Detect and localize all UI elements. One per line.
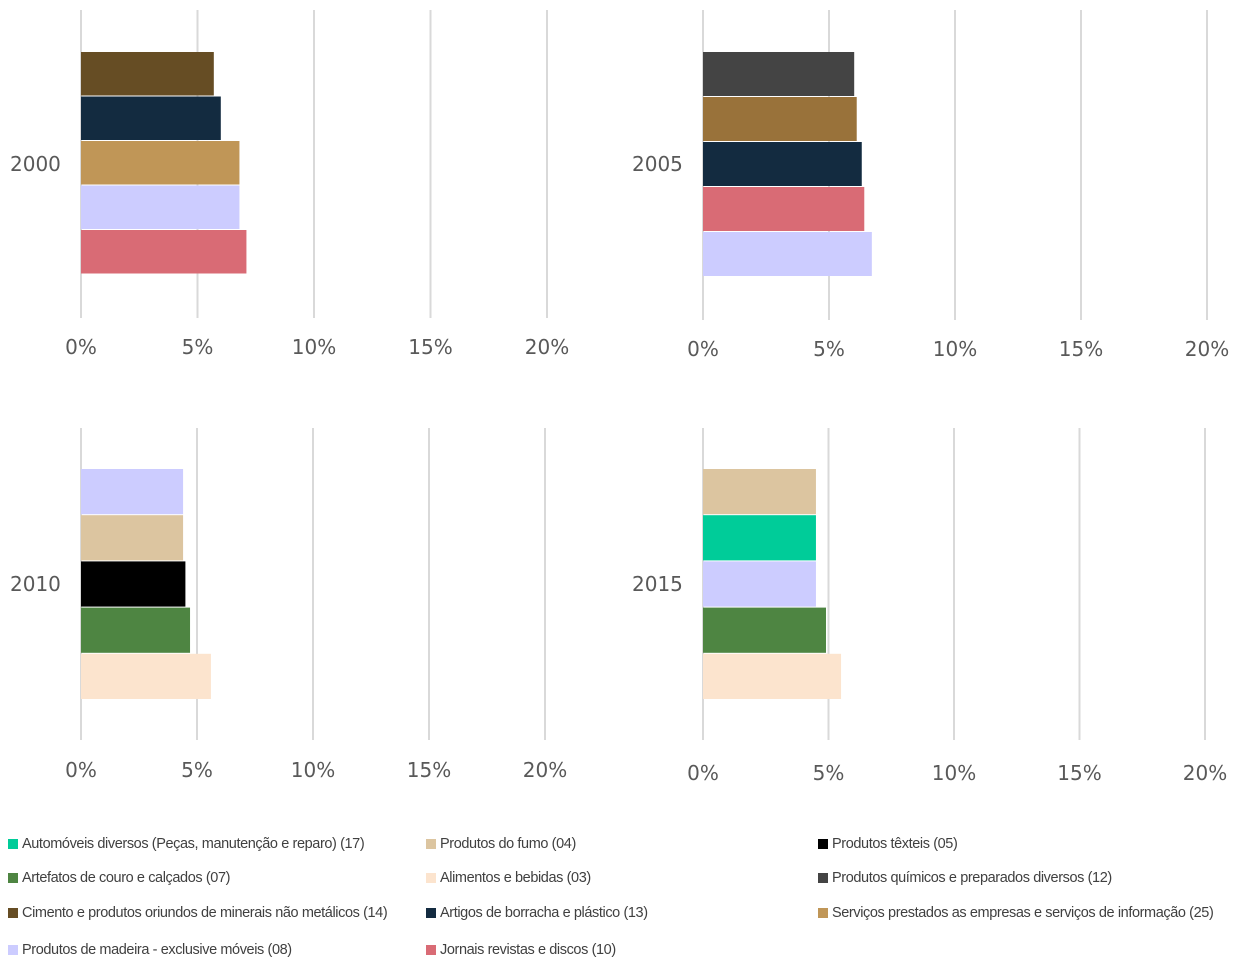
legend-item: Automóveis diversos (Peças, manutenção e… xyxy=(8,836,365,852)
bar xyxy=(81,96,221,140)
bar xyxy=(81,561,186,607)
bar xyxy=(81,141,240,185)
bar xyxy=(703,469,816,515)
legend-item: Artigos de borracha e plástico (13) xyxy=(426,905,648,921)
legend: Automóveis diversos (Peças, manutenção e… xyxy=(8,832,1243,972)
bar xyxy=(703,653,842,699)
bar xyxy=(703,515,816,561)
legend-swatch xyxy=(818,873,828,883)
legend-item: Alimentos e bebidas (03) xyxy=(426,870,591,886)
x-tick-label: 10% xyxy=(292,335,336,359)
bar xyxy=(703,97,857,141)
bar xyxy=(81,185,240,229)
x-tick-label: 15% xyxy=(1059,337,1103,361)
legend-swatch xyxy=(8,908,18,918)
bar xyxy=(81,469,184,515)
category-label: 2000 xyxy=(10,152,61,176)
legend-label: Produtos do fumo (04) xyxy=(440,836,576,852)
legend-item: Jornais revistas e discos (10) xyxy=(426,942,616,958)
legend-swatch xyxy=(8,945,18,955)
chart-panel-2015: 0% 5% 10% 15% 20% 2015 xyxy=(632,428,1227,785)
legend-swatch xyxy=(426,945,436,955)
chart-panel-2005: 0% 5% 10% 15% 20% 2005 xyxy=(632,10,1229,361)
x-tick-label: 5% xyxy=(181,758,213,782)
legend-label: Produtos têxteis (05) xyxy=(832,836,958,852)
x-tick-label: 0% xyxy=(65,758,97,782)
legend-label: Artefatos de couro e calçados (07) xyxy=(22,870,231,886)
legend-item: Produtos de madeira - exclusive móveis (… xyxy=(8,942,292,958)
bar xyxy=(703,232,872,276)
x-tick-label: 15% xyxy=(407,758,451,782)
bar xyxy=(703,52,855,96)
chart-panel-2000: 0% 5% 10% 15% 20% 2000 xyxy=(10,10,569,359)
legend-item: Cimento e produtos oriundos de minerais … xyxy=(8,905,388,921)
x-tick-label: 20% xyxy=(1183,761,1227,785)
bar xyxy=(703,187,865,231)
legend-label: Jornais revistas e discos (10) xyxy=(440,942,616,958)
category-label: 2010 xyxy=(10,572,61,596)
legend-label: Automóveis diversos (Peças, manutenção e… xyxy=(22,836,365,852)
x-tick-label: 20% xyxy=(1185,337,1229,361)
x-tick-label: 10% xyxy=(933,337,977,361)
category-label: 2015 xyxy=(632,572,683,596)
charts-area: 0% 5% 10% 15% 20% 2000 0% 5% 10% 15% 20% 2005 0% 5% 10… xyxy=(10,10,1229,785)
legend-swatch xyxy=(818,908,828,918)
bar xyxy=(81,653,211,699)
x-tick-label: 10% xyxy=(291,758,335,782)
category-label: 2005 xyxy=(632,152,683,176)
bar xyxy=(703,607,826,653)
x-tick-label: 15% xyxy=(1057,761,1101,785)
bar xyxy=(703,142,862,186)
legend-item: Produtos têxteis (05) xyxy=(818,836,958,852)
legend-label: Produtos de madeira - exclusive móveis (… xyxy=(22,942,292,958)
legend-item: Serviços prestados as empresas e serviço… xyxy=(818,905,1214,921)
x-tick-label: 0% xyxy=(65,335,97,359)
x-tick-label: 0% xyxy=(687,761,719,785)
x-tick-label: 20% xyxy=(525,335,569,359)
legend-swatch xyxy=(426,908,436,918)
legend-item: Artefatos de couro e calçados (07) xyxy=(8,870,230,886)
x-tick-label: 5% xyxy=(813,761,845,785)
bar xyxy=(81,52,214,96)
bar xyxy=(703,561,816,607)
legend-label: Serviços prestados as empresas e serviço… xyxy=(832,905,1214,921)
bar xyxy=(81,515,184,561)
legend-item: Produtos do fumo (04) xyxy=(426,836,576,852)
legend-label: Alimentos e bebidas (03) xyxy=(440,870,591,886)
legend-swatch xyxy=(818,839,828,849)
x-tick-label: 20% xyxy=(523,758,567,782)
legend-label: Cimento e produtos oriundos de minerais … xyxy=(22,905,388,921)
bar xyxy=(81,607,191,653)
chart-panel-2010: 0% 5% 10% 15% 20% 2010 xyxy=(10,428,567,782)
legend-swatch xyxy=(8,839,18,849)
bar xyxy=(81,230,247,274)
x-tick-label: 15% xyxy=(408,335,452,359)
x-tick-label: 5% xyxy=(813,337,845,361)
legend-label: Produtos químicos e preparados diversos … xyxy=(832,870,1112,886)
legend-label: Artigos de borracha e plástico (13) xyxy=(440,905,648,921)
legend-swatch xyxy=(426,839,436,849)
legend-swatch xyxy=(8,873,18,883)
legend-swatch xyxy=(426,873,436,883)
x-tick-label: 10% xyxy=(932,761,976,785)
legend-item: Produtos químicos e preparados diversos … xyxy=(818,870,1112,886)
x-tick-label: 0% xyxy=(687,337,719,361)
x-tick-label: 5% xyxy=(182,335,214,359)
